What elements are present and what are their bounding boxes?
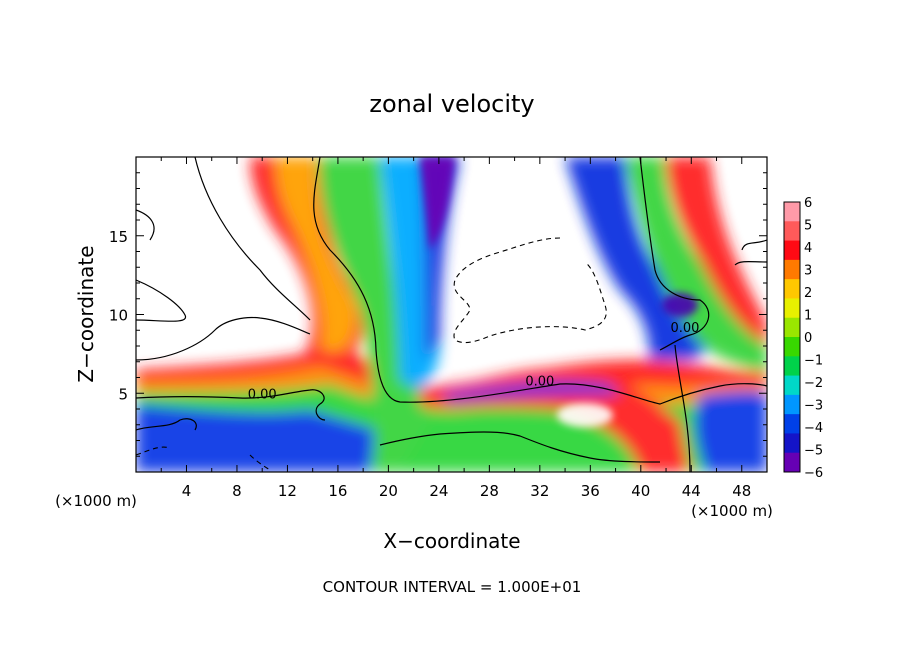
colorbar-label: 0 — [804, 331, 812, 346]
y-axis: 5 10 15 — [109, 172, 767, 457]
colorbar-segment — [784, 414, 800, 434]
x-units-left: (×1000 m) — [55, 492, 137, 510]
x-tick-label: 12 — [278, 482, 297, 500]
x-tick-label: 28 — [480, 482, 499, 500]
colorbar-segment — [784, 356, 800, 377]
colorbar-label: 3 — [804, 264, 812, 279]
y-axis-label: Z−coordinate — [74, 245, 98, 382]
colorbar-segment — [784, 298, 800, 319]
x-axis-label: X−coordinate — [383, 529, 520, 553]
x-tick-label: 24 — [429, 482, 448, 500]
colorbar-label: −2 — [804, 376, 823, 391]
x-tick-label: 44 — [682, 482, 701, 500]
colorbar-segment — [784, 317, 800, 338]
colorbar-label: −3 — [804, 399, 823, 414]
colorbar-segment — [784, 337, 800, 357]
colorbar-label: −1 — [804, 354, 823, 369]
contour-interval-footer: CONTOUR INTERVAL = 1.000E+01 — [323, 578, 582, 596]
chart-title: zonal velocity — [369, 90, 534, 118]
x-tick-label: 4 — [182, 482, 192, 500]
colorbar-label: 6 — [804, 196, 812, 211]
velocity-field — [136, 157, 767, 472]
contour-lines — [136, 157, 767, 472]
x-tick-label: 36 — [581, 482, 600, 500]
colorbar-segment — [784, 259, 800, 280]
y-tick-label: 10 — [109, 307, 128, 325]
colorbar-segment — [784, 279, 800, 299]
colorbar-label: 5 — [804, 219, 812, 234]
negative-contours — [136, 237, 607, 471]
contour-label: 0.00 — [670, 321, 699, 336]
colorbar-label: 1 — [804, 309, 812, 324]
colorbar-frame — [783, 201, 801, 473]
x-units-right: (×1000 m) — [691, 502, 773, 520]
x-axis: 4 8 12 16 20 24 28 32 36 40 44 48 — [160, 157, 751, 500]
colorbar-label: −5 — [804, 444, 823, 459]
colorbar-label: −6 — [804, 466, 823, 481]
colorbar-segment — [784, 394, 800, 415]
colorbar-label: −4 — [804, 421, 823, 436]
colorbar-segment — [784, 433, 800, 454]
x-tick-label: 20 — [379, 482, 398, 500]
x-tick-label: 8 — [232, 482, 242, 500]
x-tick-label: 32 — [530, 482, 549, 500]
x-tick-label: 40 — [631, 482, 650, 500]
colorbar-segment — [784, 240, 800, 261]
colorbar-segment — [784, 221, 800, 242]
colorbar: 6 5 4 3 2 1 0 −1 −2 −3 −4 −5 −6 — [783, 196, 823, 481]
colorbar-label: 4 — [804, 241, 812, 256]
contour-label: 0.00 — [525, 375, 554, 390]
x-tick-label: 48 — [732, 482, 751, 500]
colorbar-segment — [784, 202, 800, 222]
colorbar-label: 2 — [804, 286, 812, 301]
colorbar-segment — [784, 375, 800, 396]
colorbar-segment — [784, 452, 800, 473]
y-tick-label: 15 — [109, 228, 128, 246]
y-tick-label: 5 — [118, 385, 128, 403]
x-tick-label: 16 — [328, 482, 347, 500]
contour-label: 0.00 — [248, 387, 277, 402]
